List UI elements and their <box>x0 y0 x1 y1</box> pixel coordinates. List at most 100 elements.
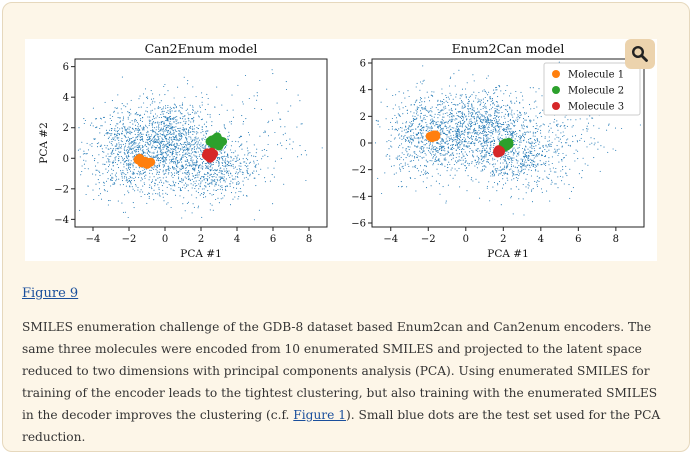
test-point <box>158 158 160 160</box>
test-point <box>221 187 223 189</box>
test-point <box>122 123 124 125</box>
test-point <box>456 133 458 135</box>
test-point <box>539 141 541 143</box>
test-point <box>166 147 168 149</box>
test-point <box>508 169 510 171</box>
test-point <box>152 100 154 102</box>
test-point <box>133 177 135 180</box>
test-point <box>149 169 151 171</box>
test-point <box>444 150 446 152</box>
test-point <box>110 143 112 145</box>
test-point <box>531 146 533 148</box>
test-point <box>533 101 535 103</box>
test-point <box>155 129 157 131</box>
test-point <box>227 163 229 165</box>
test-point <box>256 148 258 150</box>
figure-image[interactable]: −4 −2 0 2 4 6 8 −4 −2 0 2 4 6 Can2Enum model PCA #1 PCA… <box>25 39 657 261</box>
test-point <box>488 138 490 140</box>
test-point <box>172 117 174 119</box>
test-point <box>412 138 414 140</box>
test-point <box>493 117 495 119</box>
test-point <box>102 157 104 159</box>
test-point <box>172 141 174 143</box>
test-point <box>109 129 111 131</box>
test-point <box>517 171 519 173</box>
test-point <box>486 116 488 118</box>
test-point <box>199 186 201 188</box>
test-point <box>402 122 404 124</box>
test-point <box>155 193 157 195</box>
test-point <box>168 172 170 174</box>
test-point <box>198 183 200 185</box>
test-point <box>462 107 464 109</box>
test-point <box>175 159 177 161</box>
test-point <box>133 149 135 152</box>
test-point <box>181 107 183 109</box>
test-point <box>541 191 543 193</box>
test-point <box>477 98 479 100</box>
test-point <box>242 173 244 175</box>
test-point <box>130 113 132 115</box>
test-point <box>162 133 164 136</box>
test-point <box>185 169 187 171</box>
test-point <box>116 138 118 140</box>
test-point <box>154 148 156 151</box>
test-point <box>166 112 168 114</box>
test-point <box>128 159 130 161</box>
test-point <box>181 113 183 115</box>
test-point <box>192 203 194 205</box>
test-point <box>449 119 451 121</box>
test-point <box>497 160 499 162</box>
test-point <box>486 185 488 187</box>
test-point <box>459 102 461 104</box>
test-point <box>474 129 477 131</box>
test-point <box>192 121 194 123</box>
test-point <box>412 115 414 117</box>
test-point <box>172 167 174 169</box>
test-point <box>447 143 450 145</box>
test-point <box>209 209 211 211</box>
test-point <box>529 120 531 122</box>
test-point <box>163 165 165 167</box>
test-point <box>445 107 447 109</box>
test-point <box>451 114 453 116</box>
test-point <box>116 163 118 165</box>
test-point <box>456 129 458 131</box>
test-point <box>207 183 209 185</box>
test-point <box>494 126 496 128</box>
test-point <box>467 123 469 125</box>
test-point <box>464 138 466 140</box>
test-point <box>132 164 134 167</box>
test-point <box>276 102 278 104</box>
test-point <box>493 140 496 143</box>
test-point <box>557 176 559 178</box>
test-point <box>579 118 581 120</box>
test-point <box>439 114 441 116</box>
test-point <box>529 166 531 168</box>
test-point <box>485 154 487 156</box>
test-point <box>272 73 274 75</box>
test-point <box>474 121 476 123</box>
test-point <box>202 137 204 139</box>
test-point <box>405 125 407 127</box>
test-point <box>130 177 132 179</box>
test-point <box>464 161 466 163</box>
test-point <box>181 158 183 161</box>
test-point <box>443 102 445 104</box>
test-point <box>139 128 141 130</box>
test-point <box>171 128 173 130</box>
test-point <box>171 148 173 150</box>
test-point <box>393 138 395 140</box>
test-point <box>402 167 404 170</box>
test-point <box>442 140 444 142</box>
test-point <box>442 109 444 111</box>
test-point <box>94 118 97 120</box>
test-point <box>152 138 154 140</box>
test-point <box>484 96 486 99</box>
test-point <box>489 147 491 149</box>
test-point <box>182 129 184 131</box>
test-point <box>409 142 411 144</box>
test-point <box>415 165 417 167</box>
test-point <box>441 147 443 149</box>
test-point <box>79 209 81 211</box>
